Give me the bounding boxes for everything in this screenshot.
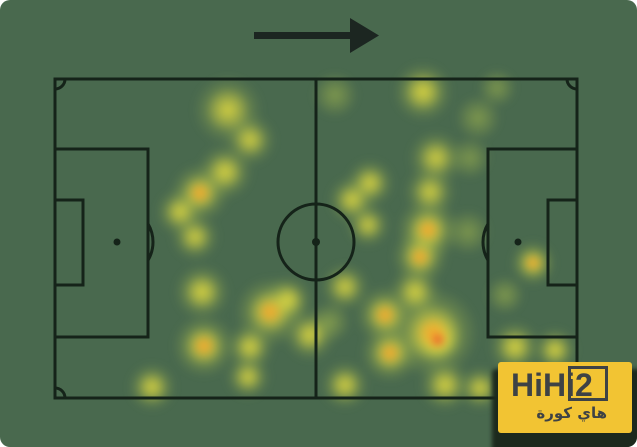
- right-penalty-spot: [514, 238, 522, 246]
- brand-wordmark: HiHi2: [511, 367, 593, 403]
- left-penalty-spot: [113, 238, 121, 246]
- left-penalty-arc: [146, 222, 155, 262]
- right-goal-area: [546, 198, 579, 287]
- right-penalty-arc: [481, 222, 490, 262]
- corner-arc-bottom-left: [54, 386, 67, 399]
- center-spot: [312, 238, 320, 246]
- corner-arc-top-right: [565, 78, 578, 91]
- left-penalty-area: [53, 147, 150, 339]
- right-penalty-area: [486, 147, 579, 339]
- brand-digit-frame: [568, 366, 608, 401]
- center-circle: [276, 202, 356, 282]
- left-goal-area: [53, 198, 85, 287]
- attack-direction-arrow: [254, 18, 379, 53]
- watermark-badge: HiHi2 هاي كورة: [498, 362, 632, 433]
- brand-tagline-arabic: هاي كورة: [536, 404, 607, 422]
- corner-arc-top-left: [54, 78, 67, 91]
